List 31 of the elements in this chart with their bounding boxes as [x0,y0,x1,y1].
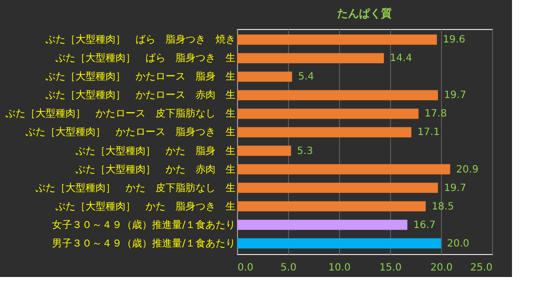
data-label: 18.5 [432,201,454,212]
y-tick-label: ぶた［大型種肉］ かた 赤肉 生 [76,163,236,176]
x-tick-label: 0.0 [238,262,254,274]
y-tick-label: ぶた［大型種肉］ かたロース 皮下脂肪なし 生 [6,108,236,120]
data-label: 19.6 [442,34,466,46]
y-tick-label: ぶた［大型種肉］ かたロース 脂身つき 生 [26,126,236,138]
y-tick-label: ぶた［大型種肉］ ばら 脂身つき 生 [56,52,236,64]
data-label: 16.7 [413,220,436,231]
y-tick-label: ぶた［大型種肉］ かたロース 赤肉 生 [46,89,236,102]
y-tick-label: ぶた［大型種肉］ かた 脂身 生 [76,144,236,157]
y-tick-label: ぶた［大型種肉］ かた 皮下脂肪なし 生 [36,182,236,194]
x-tick-label: 15.0 [379,262,402,274]
data-label: 5.4 [298,72,314,83]
y-tick-label: 男子３０～４９（歳）推進量/１食あたり [52,237,236,250]
y-tick-label: 女子３０～４９（歳）推進量/１食あたり [52,218,236,231]
data-label: 20.0 [447,238,470,250]
data-label: 14.4 [390,53,412,64]
data-label: 17.1 [417,127,440,138]
y-tick-label: ぶた［大型種肉］ かたロース 脂身 生 [46,70,236,83]
chart-title: たんぱく質 [337,7,392,20]
data-label: 19.7 [444,182,466,194]
x-tick-label: 20.0 [430,262,453,274]
data-label: 17.8 [424,108,447,120]
data-label: 20.9 [456,164,478,176]
x-tick-label: 25.0 [470,262,492,274]
x-tick-label: 10.0 [328,262,351,274]
x-tick-label: 5.0 [280,262,296,274]
data-label: 19.7 [444,90,466,102]
y-tick-label: ぶた［大型種肉］ ばら 脂身つき 焼き [46,34,236,46]
y-tick-label: ぶた［大型種肉］ かた 脂身つき 生 [56,200,236,212]
data-label: 5.3 [297,146,313,157]
